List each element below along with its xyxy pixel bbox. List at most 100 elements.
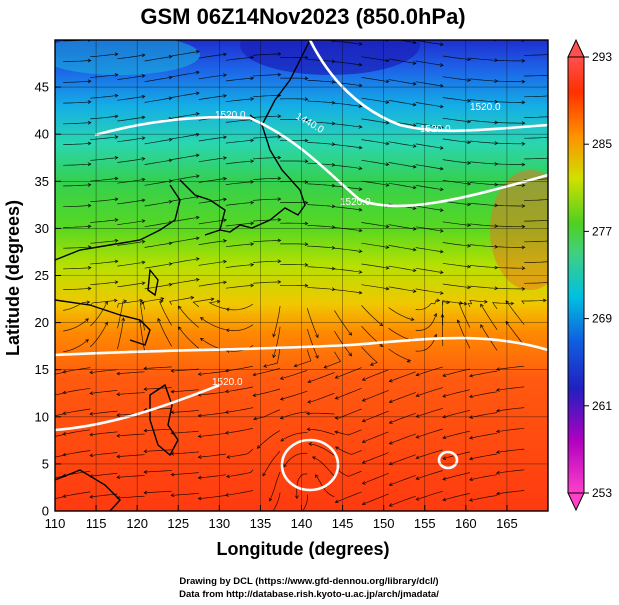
streamline xyxy=(415,40,444,46)
streamline xyxy=(442,389,470,397)
streamline xyxy=(117,75,145,80)
streamline xyxy=(171,258,200,264)
streamline-arrow xyxy=(277,280,282,284)
streamline-arrow xyxy=(224,389,229,394)
streamline-arrow xyxy=(223,32,226,35)
streamline xyxy=(521,299,547,305)
streamline xyxy=(467,299,488,307)
x-tick-label: 130 xyxy=(208,516,230,531)
colorbar-tick-label: 277 xyxy=(592,224,612,238)
streamline-arrow xyxy=(36,460,39,463)
colorbar-bottom-arrow xyxy=(567,492,585,512)
streamline-arrow xyxy=(521,121,526,125)
streamline xyxy=(442,300,467,305)
streamline xyxy=(198,178,227,183)
streamline-arrow xyxy=(388,482,393,486)
streamline xyxy=(253,388,281,397)
streamline xyxy=(361,56,389,62)
streamline-arrow xyxy=(225,307,230,312)
streamline xyxy=(415,122,444,128)
streamline xyxy=(389,475,416,486)
streamline-arrow xyxy=(200,317,204,321)
streamline xyxy=(362,493,389,505)
streamline xyxy=(497,287,525,290)
streamline-arrow xyxy=(277,176,282,181)
streamline xyxy=(63,101,91,104)
streamline-arrow xyxy=(334,395,339,400)
streamline xyxy=(442,368,470,377)
streamline xyxy=(225,119,254,123)
streamline xyxy=(226,37,254,40)
streamline xyxy=(171,237,200,243)
streamline-arrow xyxy=(36,398,39,401)
streamline-arrow xyxy=(142,33,145,36)
streamline-arrow xyxy=(139,298,144,303)
streamline-arrow xyxy=(361,480,366,485)
streamline xyxy=(496,469,525,474)
streamline xyxy=(469,370,498,377)
streamline-arrow xyxy=(223,259,227,264)
streamline xyxy=(524,34,552,35)
streamline xyxy=(225,77,254,82)
streamline-arrow xyxy=(62,494,67,498)
streamline-arrow xyxy=(549,94,552,97)
streamline-arrow xyxy=(388,441,393,445)
streamline-arrow xyxy=(223,52,227,57)
streamline-arrow xyxy=(210,297,215,302)
streamline xyxy=(524,282,548,284)
streamline-arrow xyxy=(304,55,309,60)
streamline xyxy=(262,450,281,477)
streamline xyxy=(389,371,416,382)
streamline-arrow xyxy=(415,476,420,480)
streamline-arrow xyxy=(436,298,441,303)
streamline-arrow xyxy=(335,446,339,450)
streamline xyxy=(443,35,471,39)
streamline xyxy=(63,142,91,145)
streamline xyxy=(334,185,362,190)
streamline-arrow xyxy=(369,362,374,366)
streamline-arrow xyxy=(304,117,309,122)
streamline xyxy=(252,260,281,263)
streamline xyxy=(307,245,335,249)
y-tick-label: 40 xyxy=(35,127,49,142)
streamline xyxy=(497,163,525,165)
streamline-arrow xyxy=(277,114,282,119)
streamline-arrow xyxy=(412,81,417,86)
streamline xyxy=(335,408,362,419)
streamline xyxy=(90,281,118,286)
contours xyxy=(55,40,548,492)
streamline-arrow xyxy=(358,104,363,108)
streamline xyxy=(307,287,335,290)
streamline-arrow xyxy=(358,125,363,129)
china-coast xyxy=(55,184,181,261)
streamline-arrow xyxy=(141,94,146,99)
streamline xyxy=(388,307,414,321)
streamline-arrow xyxy=(116,454,121,459)
streamline xyxy=(178,326,200,349)
streamline-arrow xyxy=(439,63,444,67)
streamline xyxy=(252,157,281,160)
streamline-arrow xyxy=(121,317,126,322)
streamline-arrow xyxy=(114,238,119,243)
streamline-arrow xyxy=(141,136,146,140)
streamline-arrow xyxy=(415,372,420,377)
x-tick-label: 145 xyxy=(332,516,354,531)
streamline xyxy=(388,58,416,64)
x-tick-label: 135 xyxy=(250,516,272,531)
streamline-arrow xyxy=(226,455,231,459)
streamline xyxy=(171,71,200,78)
streamline xyxy=(415,60,444,66)
streamline-arrow xyxy=(412,61,417,65)
streamline-arrow xyxy=(224,430,229,435)
streamline-arrow xyxy=(87,100,92,104)
streamline-arrow xyxy=(36,377,39,380)
y-tick-label: 10 xyxy=(35,409,49,424)
streamline-arrow xyxy=(542,298,547,303)
streamline xyxy=(469,161,498,165)
streamline-arrow xyxy=(224,410,229,414)
streamline-arrow xyxy=(195,236,200,241)
contour-label: 1520.0 xyxy=(420,124,451,135)
streamline-arrow xyxy=(442,497,447,502)
streamline-arrow xyxy=(250,242,255,246)
streamline-arrow xyxy=(250,138,255,143)
